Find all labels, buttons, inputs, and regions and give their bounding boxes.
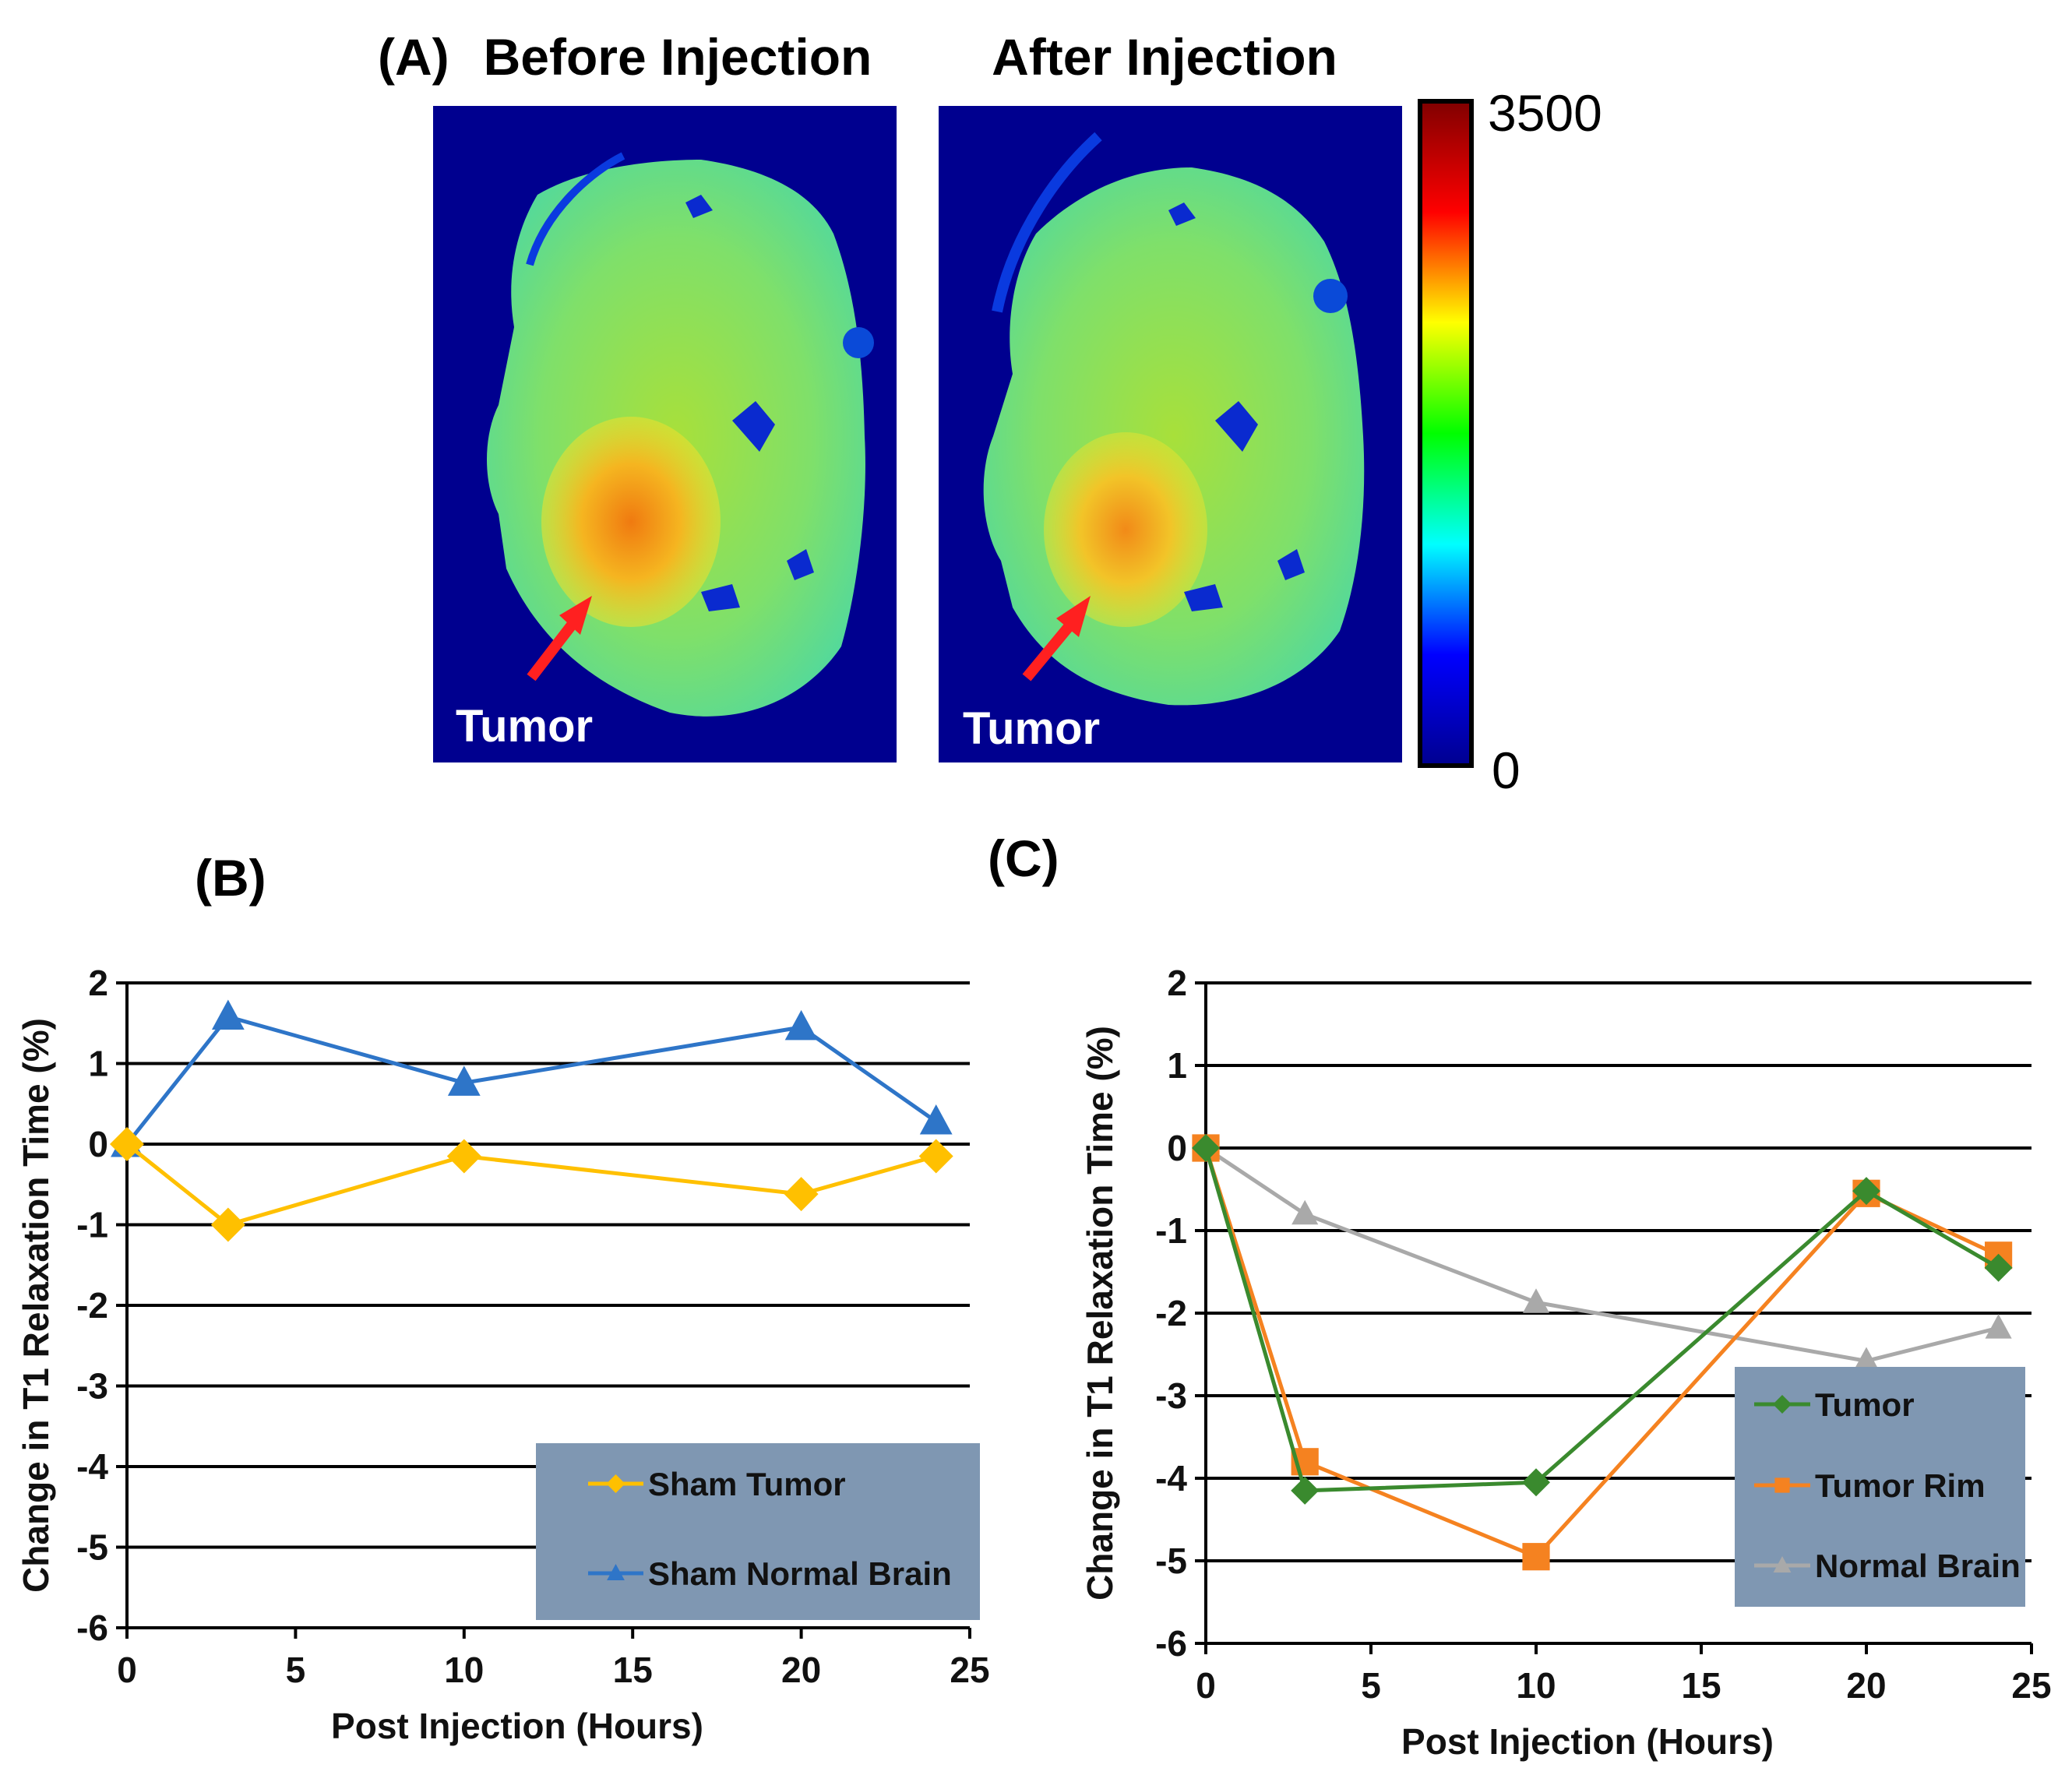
data-point	[1291, 1476, 1320, 1505]
x-tick-label: 25	[2011, 1665, 2051, 1706]
after-dark-spots	[1168, 202, 1305, 611]
data-point	[918, 1139, 953, 1174]
colorbar: 3500 0	[1418, 84, 1602, 799]
colorbar-min-label: 0	[1492, 741, 1521, 799]
y-tick-label: -4	[1155, 1458, 1187, 1498]
legend-label: Sham Normal Brain	[648, 1555, 952, 1592]
data-point	[1522, 1468, 1550, 1497]
y-tick-label: -5	[1155, 1541, 1187, 1581]
before-arrow-shaft	[527, 613, 583, 681]
data-point	[919, 1104, 953, 1135]
y-axis-title: Change in T1 Relaxation Time (%)	[16, 1018, 56, 1593]
y-axis-title: Change in T1 Relaxation Time (%)	[1080, 1026, 1120, 1601]
x-tick-label: 15	[613, 1650, 653, 1690]
legend-marker	[1773, 1556, 1792, 1572]
y-tick-label: -1	[1155, 1210, 1187, 1251]
before-injection-map: Tumor	[433, 106, 897, 762]
after-brain-tissue	[983, 167, 1365, 706]
legend-marker	[1773, 1395, 1792, 1414]
panel-a-label: (A)	[378, 28, 449, 86]
before-edge-line	[526, 152, 625, 266]
before-dark-spots	[685, 195, 814, 611]
x-axis-title: Post Injection (Hours)	[331, 1706, 703, 1746]
after-tumor-label: Tumor	[963, 703, 1100, 754]
data-point	[1852, 1177, 1880, 1206]
x-tick-label: 10	[444, 1650, 484, 1690]
data-point	[1522, 1543, 1550, 1571]
x-tick-label: 20	[781, 1650, 821, 1690]
y-tick-label: -1	[76, 1205, 108, 1245]
after-arrow-shaft	[1022, 615, 1080, 681]
data-point	[784, 1009, 818, 1041]
legend-marker	[1774, 1477, 1790, 1493]
data-point	[211, 999, 245, 1030]
y-tick-label: -4	[76, 1446, 108, 1487]
legend-label: Tumor	[1815, 1386, 1915, 1423]
y-tick-label: -6	[1155, 1623, 1187, 1664]
panel-b-label: (B)	[195, 849, 266, 907]
panel-a: (A) Before Injection After Injection Tum…	[378, 28, 1602, 799]
after-arrow-head	[1056, 596, 1091, 637]
y-tick-label: 2	[1167, 963, 1187, 1003]
y-tick-label: 0	[1167, 1128, 1187, 1168]
legend-label: Tumor Rim	[1815, 1467, 1986, 1504]
y-tick-label: -3	[1155, 1375, 1187, 1416]
after-tumor-region	[1044, 432, 1207, 627]
legend-label: Normal Brain	[1815, 1548, 2021, 1584]
y-tick-label: -3	[76, 1366, 108, 1407]
data-point	[110, 1127, 144, 1161]
y-tick-label: -5	[76, 1527, 108, 1568]
before-spot	[843, 327, 874, 358]
y-tick-label: 2	[88, 963, 108, 1003]
data-point	[1291, 1199, 1319, 1225]
data-point	[1522, 1288, 1550, 1313]
panel-c-label: (C)	[988, 829, 1059, 887]
data-point	[1852, 1347, 1880, 1372]
series-line-sham-tumor	[125, 1143, 937, 1227]
x-tick-label: 20	[1846, 1665, 1886, 1706]
legend-label: Sham Tumor	[648, 1466, 846, 1502]
colorbar-gradient	[1418, 99, 1474, 768]
x-tick-label: 5	[286, 1650, 306, 1690]
x-tick-label: 0	[117, 1650, 137, 1690]
data-point	[446, 1139, 481, 1174]
after-injection-title: After Injection	[992, 28, 1337, 86]
before-injection-title: Before Injection	[484, 28, 872, 86]
legend-box	[536, 1443, 980, 1620]
data-point	[447, 1065, 481, 1096]
y-tick-label: -2	[1155, 1293, 1187, 1333]
y-tick-label: 1	[1167, 1045, 1187, 1086]
after-edge-line	[992, 132, 1102, 313]
data-point	[1985, 1314, 2012, 1339]
y-tick-label: 1	[88, 1044, 108, 1084]
legend-marker	[607, 1564, 625, 1580]
before-tumor-label: Tumor	[456, 701, 593, 752]
colorbar-max-label: 3500	[1488, 84, 1602, 142]
data-point	[1984, 1253, 2013, 1282]
x-tick-label: 5	[1361, 1665, 1381, 1706]
after-injection-map: Tumor	[939, 106, 1402, 762]
x-tick-label: 25	[950, 1650, 989, 1690]
before-arrow-head	[559, 596, 592, 635]
x-tick-label: 0	[1196, 1665, 1216, 1706]
data-point	[1192, 1134, 1220, 1162]
data-point	[784, 1177, 819, 1212]
x-tick-label: 10	[1516, 1665, 1556, 1706]
y-tick-label: -2	[76, 1285, 108, 1326]
legend-marker	[606, 1474, 625, 1493]
data-point	[210, 1207, 245, 1242]
after-spot	[1313, 279, 1348, 313]
before-tumor-region	[541, 417, 721, 627]
y-tick-label: -6	[76, 1608, 108, 1648]
y-tick-label: 0	[88, 1124, 108, 1164]
x-axis-title: Post Injection (Hours)	[1401, 1721, 1774, 1762]
x-tick-label: 15	[1681, 1665, 1721, 1706]
